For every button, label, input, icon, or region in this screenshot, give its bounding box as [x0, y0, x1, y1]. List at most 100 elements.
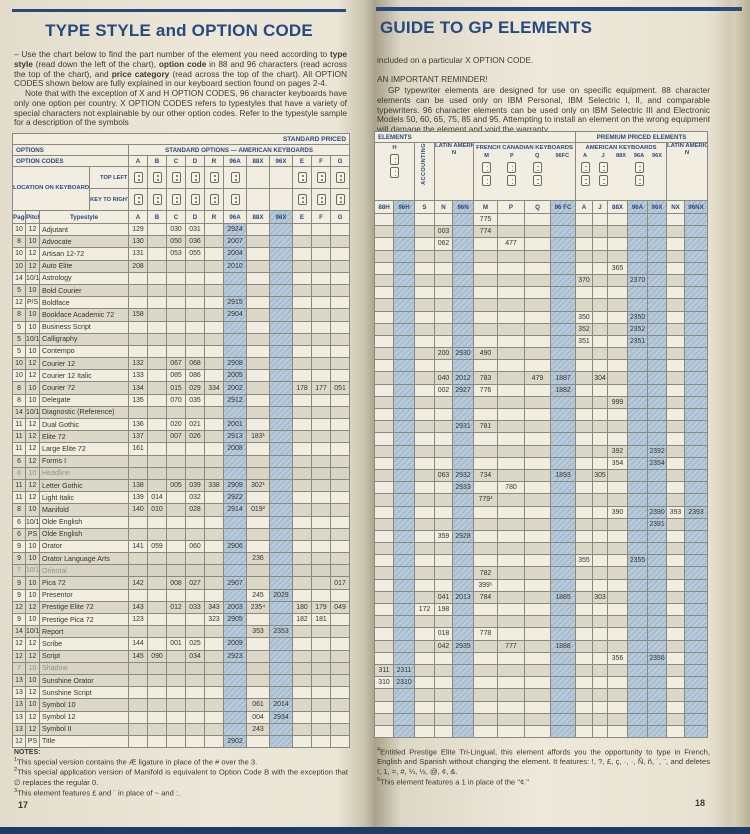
code-cell — [647, 481, 668, 495]
code-cell — [684, 676, 709, 690]
code-cell — [627, 383, 649, 397]
code-cell — [666, 676, 686, 690]
code-cell — [329, 357, 351, 371]
code-cell — [147, 564, 167, 578]
code-cell — [374, 712, 394, 726]
table-row: 11 12 Elite 72 137 007 026 2913 183¹ — [12, 430, 351, 444]
code-cell — [223, 344, 247, 359]
code-cell — [607, 334, 629, 349]
keyboard-key-cell — [166, 166, 186, 189]
code-cell — [269, 235, 293, 249]
code-cell — [166, 332, 186, 346]
code-cell — [414, 493, 435, 507]
latin-american-label: LATIN AMERICAN KEYBOARDS — [435, 143, 473, 150]
code-cell — [575, 456, 594, 470]
code-cell — [549, 676, 577, 690]
typestyle-cell: Courier 12 Italic — [39, 369, 129, 383]
code-cell — [246, 369, 270, 383]
code-cell — [269, 661, 293, 675]
code-cell — [147, 369, 167, 383]
code-cell — [647, 615, 668, 629]
code-cell — [575, 407, 594, 422]
keyboard-key-cell — [204, 188, 224, 211]
code-cell — [329, 588, 351, 602]
table-row — [374, 359, 709, 373]
code-cell — [452, 676, 474, 690]
code-cell: 1888 — [549, 639, 577, 653]
footnote-number: 1 — [14, 757, 18, 764]
table-row: 352 2352 — [374, 322, 709, 336]
code-cell: 010 — [147, 503, 167, 517]
code-cell: 130 — [128, 235, 148, 249]
table-row: 11 12 Large Elite 72 161 2008 — [12, 442, 351, 456]
code-cell — [374, 615, 394, 629]
code-cell — [329, 235, 351, 249]
code-cell — [147, 637, 167, 651]
pitch-cell: 12 — [25, 710, 40, 724]
code-cell: 059 — [147, 539, 167, 554]
code-cell — [311, 332, 331, 346]
key-icon — [598, 162, 608, 174]
code-cell — [147, 442, 167, 456]
code-cell — [684, 273, 709, 288]
code-cell — [575, 237, 594, 251]
code-cell — [204, 710, 224, 724]
column-letter: 96A — [223, 155, 247, 167]
code-cell — [575, 395, 594, 410]
code-cell: 062 — [434, 237, 453, 251]
code-cell — [627, 261, 649, 275]
code-cell — [592, 420, 609, 434]
column-header: 96 FC — [549, 200, 577, 214]
table-row: 6 12 Forms I — [12, 454, 351, 468]
page-cell: 6 — [12, 454, 26, 468]
code-cell — [204, 637, 224, 651]
code-cell — [452, 663, 474, 678]
code-cell: 131 — [128, 247, 148, 261]
pitch-cell: 12 — [25, 369, 40, 383]
code-cell — [497, 298, 525, 312]
code-cell — [311, 552, 331, 566]
key-icon — [152, 193, 162, 205]
code-cell — [524, 212, 551, 227]
table-row — [374, 688, 709, 702]
code-cell — [393, 468, 415, 483]
code-cell — [524, 602, 551, 617]
pitch-cell: 10 — [25, 588, 40, 602]
code-cell: 141 — [128, 539, 148, 554]
code-cell — [473, 517, 498, 531]
code-cell — [666, 347, 686, 361]
column-header: G — [329, 210, 351, 224]
code-cell: 172 — [414, 602, 435, 617]
emphasis-text: type style — [14, 49, 347, 69]
code-cell — [607, 566, 629, 580]
typestyle-cell: Scribe — [39, 637, 129, 651]
page-number-right: 18 — [695, 798, 706, 808]
code-cell: 778 — [473, 627, 498, 641]
code-cell — [374, 212, 394, 227]
key-right-of-p-label: KEY TO RIGHT OF "P" — [90, 196, 127, 203]
code-cell — [666, 468, 686, 483]
code-cell — [166, 686, 186, 700]
column-header: 96X — [647, 200, 668, 214]
code-cell — [497, 273, 525, 288]
code-cell: 2933 — [452, 481, 474, 495]
accounting-group: ACCOUNTING — [414, 142, 435, 201]
column-header: 96N — [452, 200, 474, 214]
code-cell — [524, 334, 551, 349]
pitch-cell: P/S — [25, 296, 40, 310]
code-cell — [647, 542, 668, 556]
code-cell — [575, 602, 594, 617]
code-cell — [592, 212, 609, 227]
code-cell — [575, 347, 594, 361]
code-cell — [292, 369, 312, 383]
code-cell — [147, 588, 167, 602]
code-cell — [166, 661, 186, 675]
code-cell — [269, 259, 293, 273]
latin-american-group-2: LATIN AMERICAN KEYBOARDS N — [666, 142, 709, 201]
code-cell — [128, 552, 148, 566]
code-cell — [575, 432, 594, 446]
code-cell — [374, 383, 394, 397]
pitch-cell: 12 — [25, 491, 40, 505]
table-row: 5 10 Contempo — [12, 344, 351, 359]
code-cell — [292, 539, 312, 554]
